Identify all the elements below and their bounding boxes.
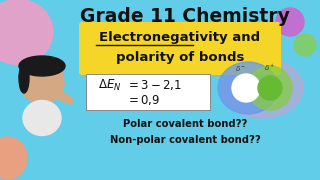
Ellipse shape — [294, 34, 316, 56]
Ellipse shape — [248, 66, 292, 110]
Text: Grade 11 Chemistry: Grade 11 Chemistry — [80, 8, 290, 26]
Circle shape — [232, 74, 260, 102]
Text: $\delta^-$: $\delta^-$ — [236, 64, 247, 73]
Ellipse shape — [0, 0, 53, 64]
Ellipse shape — [276, 8, 304, 36]
Ellipse shape — [19, 56, 65, 76]
Text: polarity of bonds: polarity of bonds — [116, 51, 244, 64]
Text: Polar covalent bond??: Polar covalent bond?? — [123, 119, 247, 129]
Ellipse shape — [218, 62, 278, 114]
Circle shape — [20, 60, 64, 104]
Text: $= 3-2{,}1$: $= 3-2{,}1$ — [126, 78, 182, 92]
FancyBboxPatch shape — [86, 74, 210, 110]
Text: $\Delta E_N$: $\Delta E_N$ — [98, 77, 121, 93]
Ellipse shape — [23, 100, 61, 136]
Ellipse shape — [0, 137, 27, 179]
Ellipse shape — [57, 92, 73, 104]
Circle shape — [258, 76, 282, 100]
Ellipse shape — [221, 58, 303, 118]
Text: Non-polar covalent bond??: Non-polar covalent bond?? — [110, 135, 260, 145]
Text: $= 0{,}9$: $= 0{,}9$ — [126, 93, 160, 107]
Text: $\delta^+$: $\delta^+$ — [264, 63, 276, 73]
Ellipse shape — [19, 63, 29, 93]
Text: Electronegativity and: Electronegativity and — [100, 31, 260, 44]
FancyBboxPatch shape — [79, 22, 281, 75]
